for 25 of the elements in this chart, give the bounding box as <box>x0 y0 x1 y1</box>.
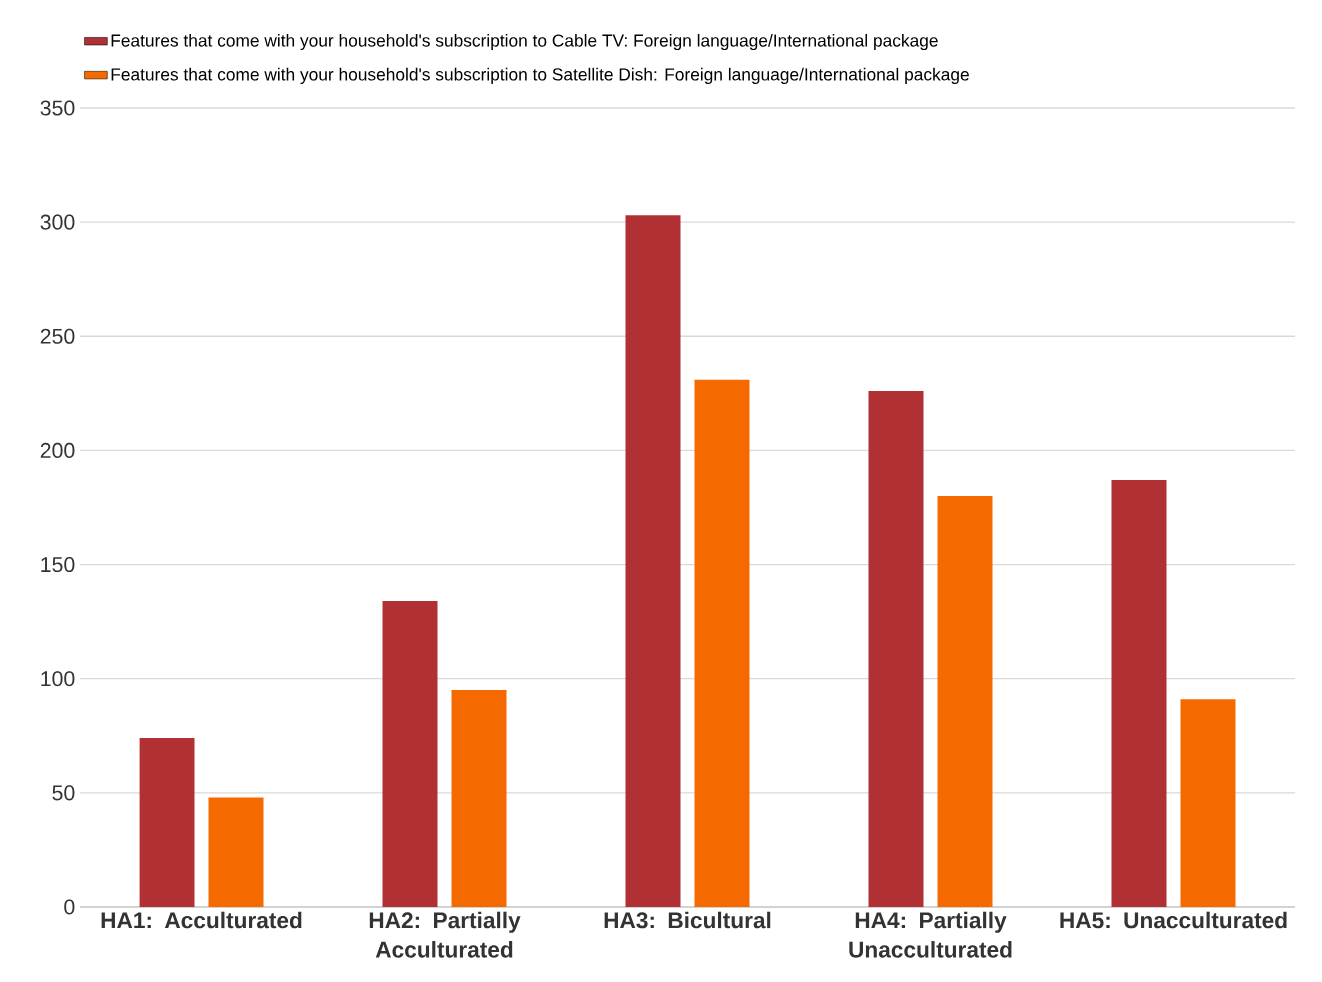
y-tick-label: 300 <box>40 214 75 230</box>
y-tick-label: 350 <box>40 100 75 116</box>
bar <box>937 496 993 907</box>
y-tick-label: 200 <box>40 442 75 458</box>
x-tick-label: HA3: Bicultural <box>604 911 771 929</box>
x-tick-label: HA1: Acculturated <box>101 911 302 929</box>
y-tick-label: 0 <box>64 899 75 915</box>
x-tick-label: HA2: Partially Acculturated <box>369 911 521 958</box>
y-tick-label: 250 <box>40 328 75 344</box>
x-tick-label: HA5: Unacculturated <box>1060 911 1287 929</box>
bar <box>451 690 507 907</box>
bar <box>868 391 924 907</box>
bar <box>382 601 438 907</box>
bar <box>625 215 681 907</box>
bar <box>1180 699 1236 907</box>
legend-label: Features that come with your household's subscription to Cable TV: Foreign language/International package <box>111 33 938 51</box>
y-tick-label: 150 <box>41 557 75 573</box>
y-tick-label: 100 <box>41 671 75 687</box>
y-tick-label: 50 <box>52 785 75 801</box>
bar <box>1111 480 1167 907</box>
legend-label: Features that come with your household's subscription to Satellite Dish: Foreign language/International package <box>111 67 969 84</box>
bar <box>208 797 264 907</box>
x-tick-label: HA4: Partially Unacculturated <box>849 911 1012 958</box>
bar <box>139 738 195 907</box>
bar <box>694 379 750 907</box>
